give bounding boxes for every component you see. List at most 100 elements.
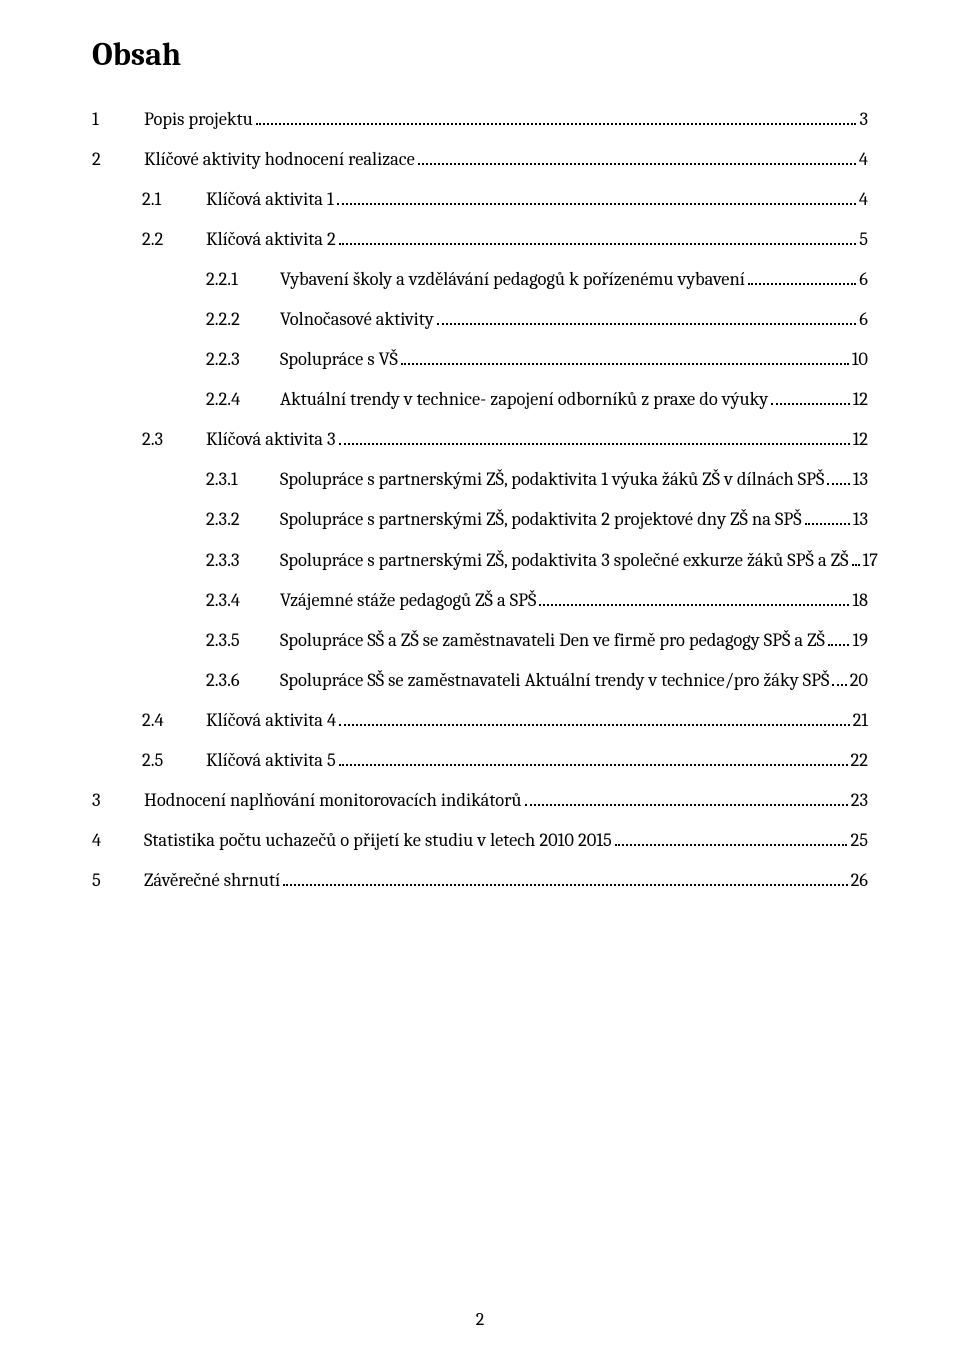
- toc-entry-number: 2.1: [142, 187, 206, 211]
- toc-entry-page: 3: [859, 107, 868, 131]
- toc-entry-body: Vybavení školy a vzdělávání pedagogů k p…: [280, 267, 868, 291]
- toc-entry-number: 2.2.2: [206, 307, 280, 331]
- toc-entry-label: Vybavení školy a vzdělávání pedagogů k p…: [280, 267, 745, 291]
- toc-entry-body: Spolupráce SŠ a ZŠ se zaměstnavateli Den…: [280, 628, 868, 652]
- table-of-contents: 1Popis projektu 3 2Klíčové aktivity hodnoc…: [92, 107, 868, 892]
- toc-leader-dots: [256, 110, 857, 125]
- toc-leader-dots: [615, 831, 848, 846]
- toc-entry: 1Popis projektu 3: [92, 107, 868, 131]
- toc-entry-number: 2: [92, 147, 144, 171]
- toc-entry-body: Hodnocení naplňování monitorovacích indi…: [144, 788, 868, 812]
- toc-entry: 2Klíčové aktivity hodnocení realizace4: [92, 147, 868, 171]
- toc-entry-label: Klíčové aktivity hodnocení realizace: [144, 147, 415, 171]
- toc-entry-body: Popis projektu 3: [144, 107, 868, 131]
- toc-leader-dots: [339, 711, 849, 726]
- toc-entry-number: 2.3.2: [206, 507, 280, 531]
- toc-entry-page: 6: [859, 267, 868, 291]
- toc-entry-body: Spolupráce SŠ se zaměstnavateli Aktuální…: [280, 668, 868, 692]
- toc-entry-body: Spolupráce s partnerskými ZŠ, podaktivit…: [280, 467, 868, 491]
- toc-entry-label: Spolupráce s VŠ: [280, 347, 398, 371]
- toc-entry-page: 23: [851, 788, 868, 812]
- toc-entry-label: Klíčová aktivita 1: [206, 187, 334, 211]
- document-page: Obsah 1Popis projektu32Klíčové aktivity …: [0, 0, 960, 1364]
- toc-entry: 2.1Klíčová aktivita 1 4: [92, 187, 868, 211]
- toc-entry: 2.5Klíčová aktivita 522: [92, 748, 868, 772]
- toc-leader-dots: [805, 511, 850, 526]
- toc-entry-number: 2.2: [142, 227, 206, 251]
- toc-entry-number: 2.3.6: [206, 668, 280, 692]
- toc-entry-label: Vzájemné stáže pedagogů ZŠ a SPŠ: [280, 588, 536, 612]
- toc-entry: 2.2.1Vybavení školy a vzdělávání pedagog…: [92, 267, 868, 291]
- toc-leader-dots: [401, 350, 849, 365]
- toc-entry: 5Závěrečné shrnutí26: [92, 868, 868, 892]
- toc-entry-page: 13: [853, 507, 868, 531]
- toc-entry-page: 4: [859, 187, 868, 211]
- toc-entry-body: Vzájemné stáže pedagogů ZŠ a SPŠ 18: [280, 588, 868, 612]
- toc-entry-body: Aktuální trendy v technice- zapojení odb…: [280, 387, 868, 411]
- toc-leader-dots: [832, 671, 846, 686]
- toc-entry: 2.2.4Aktuální trendy v technice- zapojen…: [92, 387, 868, 411]
- toc-entry-number: 1: [92, 107, 144, 131]
- toc-leader-dots: [828, 631, 850, 646]
- toc-leader-dots: [339, 430, 850, 445]
- toc-entry-page: 18: [852, 588, 868, 612]
- toc-entry: 2.3.1Spolupráce s partnerskými ZŠ, podak…: [92, 467, 868, 491]
- toc-entry-label: Spolupráce s partnerskými ZŠ, podaktivit…: [280, 507, 802, 531]
- toc-leader-dots: [827, 470, 849, 485]
- toc-entry-label: Popis projektu: [144, 107, 253, 131]
- toc-leader-dots: [339, 751, 848, 766]
- toc-leader-dots: [418, 150, 856, 165]
- toc-leader-dots: [525, 791, 848, 806]
- toc-entry-body: Statistika počtu uchazečů o přijetí ke s…: [144, 828, 868, 852]
- toc-entry-number: 2.3.3: [206, 548, 280, 572]
- toc-entry-number: 2.2.1: [206, 267, 280, 291]
- toc-entry-page: 17: [863, 548, 878, 572]
- toc-leader-dots: [771, 390, 849, 405]
- toc-entry-body: Klíčové aktivity hodnocení realizace4: [144, 147, 868, 171]
- toc-leader-dots: [437, 310, 857, 325]
- toc-entry-label: Volnočasové aktivity: [280, 307, 434, 331]
- toc-entry: 2.4Klíčová aktivita 421: [92, 708, 868, 732]
- page-number: 2: [0, 1309, 960, 1330]
- toc-entry-label: Spolupráce s partnerskými ZŠ, podaktivit…: [280, 548, 849, 572]
- toc-title: Obsah: [92, 36, 868, 73]
- toc-entry-label: Klíčová aktivita 4: [206, 708, 336, 732]
- toc-entry: 2.3Klíčová aktivita 312: [92, 427, 868, 451]
- toc-entry-body: Klíčová aktivita 522: [206, 748, 868, 772]
- toc-entry: 3Hodnocení naplňování monitorovacích ind…: [92, 788, 868, 812]
- toc-leader-dots: [539, 591, 849, 606]
- toc-entry-number: 5: [92, 868, 144, 892]
- toc-entry-number: 3: [92, 788, 144, 812]
- toc-entry-label: Závěrečné shrnutí: [144, 868, 280, 892]
- toc-entry-label: Spolupráce s partnerskými ZŠ, podaktivit…: [280, 467, 824, 491]
- toc-entry-body: Závěrečné shrnutí26: [144, 868, 868, 892]
- toc-entry-number: 2.4: [142, 708, 206, 732]
- toc-entry-page: 12: [853, 387, 868, 411]
- toc-entry-body: Klíčová aktivita 421: [206, 708, 868, 732]
- toc-entry-body: Volnočasové aktivity6: [280, 307, 868, 331]
- toc-entry: 2.3.3Spolupráce s partnerskými ZŠ, podak…: [92, 548, 868, 572]
- toc-entry-label: Spolupráce SŠ se zaměstnavateli Aktuální…: [280, 668, 829, 692]
- toc-entry: 2.3.6Spolupráce SŠ se zaměstnavateli Akt…: [92, 668, 868, 692]
- toc-leader-dots: [337, 190, 856, 205]
- toc-entry: 4Statistika počtu uchazečů o přijetí ke …: [92, 828, 868, 852]
- toc-leader-dots: [339, 230, 856, 245]
- toc-entry-body: Klíčová aktivita 312: [206, 427, 868, 451]
- toc-leader-dots: [283, 871, 847, 886]
- toc-entry-number: 4: [92, 828, 144, 852]
- toc-entry-body: Klíčová aktivita 2 5: [206, 227, 868, 251]
- toc-entry-page: 20: [850, 668, 868, 692]
- toc-entry-page: 5: [859, 227, 868, 251]
- toc-entry-number: 2.3: [142, 427, 206, 451]
- toc-entry-page: 10: [852, 347, 868, 371]
- toc-entry-page: 12: [853, 427, 868, 451]
- toc-entry-label: Statistika počtu uchazečů o přijetí ke s…: [144, 828, 612, 852]
- toc-entry-label: Spolupráce SŠ a ZŠ se zaměstnavateli Den…: [280, 628, 825, 652]
- toc-entry-number: 2.2.4: [206, 387, 280, 411]
- toc-entry-page: 25: [850, 828, 868, 852]
- toc-entry-body: Spolupráce s partnerskými ZŠ, podaktivit…: [280, 548, 868, 572]
- toc-entry-number: 2.3.4: [206, 588, 280, 612]
- toc-entry-page: 22: [851, 748, 868, 772]
- toc-entry: 2.2Klíčová aktivita 2 5: [92, 227, 868, 251]
- toc-entry-label: Klíčová aktivita 2: [206, 227, 336, 251]
